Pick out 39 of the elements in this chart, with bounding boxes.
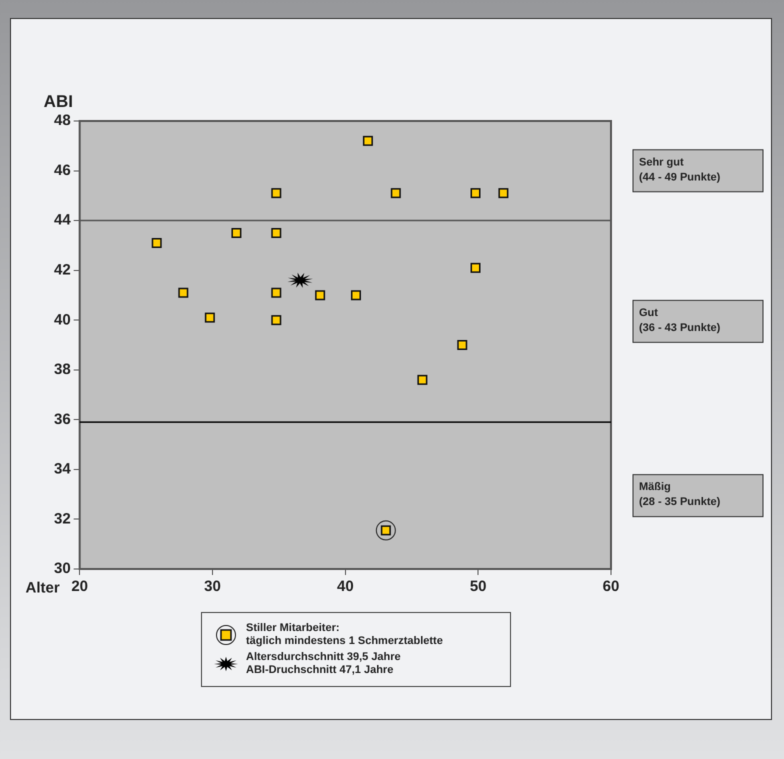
- band-label: Mäßig (28 - 35 Punkte): [639, 481, 721, 508]
- point: [315, 290, 326, 300]
- x-axis-title: Alter: [25, 580, 60, 597]
- point: [271, 315, 282, 326]
- point: [152, 238, 162, 248]
- point: [417, 374, 428, 385]
- x-tick-label: 50: [470, 578, 487, 596]
- point: [350, 290, 361, 300]
- y-tick-label: 42: [54, 261, 71, 278]
- y-tick-label: 36: [54, 410, 71, 428]
- y-tick-label: 32: [54, 510, 71, 528]
- point: [470, 188, 481, 198]
- y-tick-label: 34: [54, 460, 72, 478]
- x-tick-label: 20: [71, 578, 88, 596]
- point: [457, 340, 468, 350]
- point: [390, 188, 401, 198]
- y-tick-label: 30: [54, 560, 71, 578]
- y-tick-label: 46: [54, 162, 71, 179]
- band-label: Sehr gut (44 - 49 Punkte): [639, 156, 721, 184]
- legend-label: Stiller Mitarbeiter: täglich mindestens 1 Schmerztablette: [246, 622, 443, 648]
- legend-label: Altersdurchschnitt 39,5 Jahre ABI-Druchschnitt 47,1 Jahre: [246, 651, 401, 677]
- point: [271, 288, 282, 298]
- y-axis-title: ABI: [44, 92, 73, 112]
- point: [231, 228, 242, 238]
- point: [470, 262, 481, 273]
- point: [498, 188, 508, 198]
- y-tick-label: 44: [54, 212, 72, 229]
- point: [204, 312, 215, 323]
- point: [271, 228, 282, 238]
- point: [362, 136, 373, 146]
- x-tick-label: 30: [204, 578, 221, 596]
- y-tick-label: 40: [54, 311, 71, 328]
- point: [178, 288, 188, 298]
- band-label: Gut (36 - 43 Punkte): [639, 306, 721, 334]
- point: [271, 188, 282, 198]
- x-tick-label: 40: [337, 578, 354, 596]
- x-tick-label: 60: [602, 578, 620, 596]
- y-tick-label: 38: [54, 361, 71, 378]
- y-tick-label: 48: [54, 112, 71, 130]
